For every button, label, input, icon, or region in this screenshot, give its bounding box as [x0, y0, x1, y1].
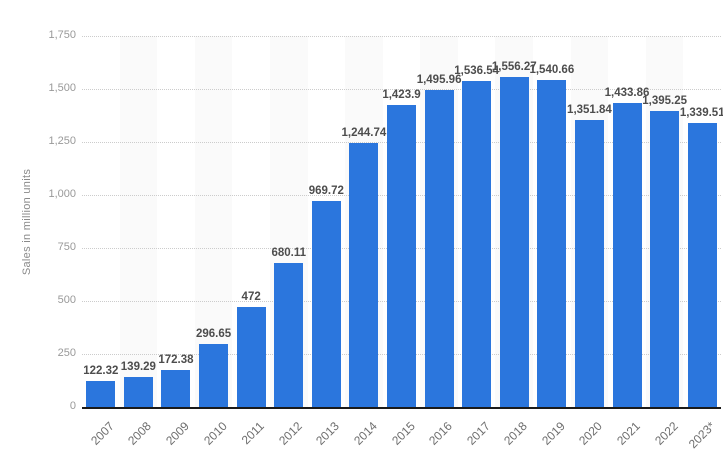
- x-axis-label: 2021: [614, 419, 643, 448]
- gridline: [82, 36, 721, 37]
- x-axis-label: 2020: [576, 419, 606, 448]
- bar-2017[interactable]: [462, 81, 492, 407]
- bar-value-label: 1,395.25: [642, 95, 687, 108]
- x-axis-label: 2019: [538, 419, 568, 448]
- bar-2010[interactable]: [199, 344, 229, 407]
- gridline: [82, 89, 721, 90]
- x-axis-label: 2012: [275, 419, 305, 448]
- bar-value-label: 1,433.86: [604, 87, 650, 100]
- x-axis-label: 2016: [426, 419, 455, 448]
- bar-value-label: 969.72: [308, 185, 344, 198]
- y-axis-tick-label: 1,250: [48, 135, 76, 147]
- bar-2013[interactable]: [311, 201, 341, 407]
- x-axis-label: 2014: [351, 419, 380, 448]
- y-axis-tick-label: 250: [57, 347, 76, 359]
- bar-2008[interactable]: [123, 377, 153, 407]
- bar-value-label: 122.32: [83, 365, 119, 378]
- x-axis-label: 2022: [651, 419, 681, 448]
- bar-2022[interactable]: [650, 111, 680, 407]
- y-axis-tick-label: 1,750: [48, 29, 76, 41]
- bar-value-label: 296.65: [195, 328, 232, 341]
- bar-value-label: 172.38: [158, 354, 194, 367]
- x-axis-label: 2018: [501, 419, 531, 448]
- bar-value-label: 1,339.51: [679, 107, 723, 120]
- bar-2021[interactable]: [612, 103, 642, 407]
- y-axis-tick-label: 1,500: [48, 82, 76, 94]
- y-axis-tick-label: 750: [57, 241, 76, 253]
- bar-2018[interactable]: [499, 77, 529, 407]
- bar-2016[interactable]: [424, 89, 454, 407]
- y-axis-title: Sales in million units: [21, 168, 33, 276]
- column-stripe: [119, 36, 158, 407]
- y-axis-tick-label: 0: [69, 400, 76, 412]
- bar-value-label: 1,423.9: [382, 89, 421, 102]
- bar-value-label: 1,244.74: [341, 127, 387, 140]
- x-axis-line: [82, 407, 721, 409]
- bar-value-label: 1,556.27: [491, 61, 537, 74]
- x-axis-label: 2023*: [686, 419, 719, 452]
- bar-2012[interactable]: [274, 262, 304, 407]
- bar-2019[interactable]: [537, 80, 567, 407]
- bar-value-label: 1,351.84: [567, 104, 612, 117]
- bar-2014[interactable]: [349, 143, 379, 407]
- bar-2020[interactable]: [574, 120, 604, 407]
- bar-2011[interactable]: [236, 306, 266, 407]
- bar-value-label: 1,536.54: [454, 65, 500, 78]
- y-axis-tick-label: 1,000: [48, 188, 76, 200]
- bar-2015[interactable]: [387, 105, 416, 407]
- x-axis-label: 2013: [313, 419, 343, 448]
- bar-2009[interactable]: [161, 370, 191, 407]
- x-axis-label: 2009: [163, 419, 192, 448]
- x-axis-label: 2015: [388, 419, 418, 448]
- bar-value-label: 1,495.96: [416, 73, 462, 86]
- bar-2023*[interactable]: [687, 123, 717, 407]
- bar-2007[interactable]: [86, 381, 116, 407]
- x-axis-label: 2011: [238, 419, 268, 448]
- bar-value-label: 680.11: [271, 246, 307, 259]
- plot-area: [82, 36, 721, 407]
- bar-value-label: 1,540.66: [529, 64, 575, 77]
- x-axis-label: 2008: [125, 419, 155, 448]
- bar-value-label: 139.29: [120, 361, 156, 374]
- bar-value-label: 472: [241, 290, 261, 303]
- x-axis-label: 2007: [87, 419, 117, 448]
- x-axis-label: 2010: [200, 419, 230, 448]
- y-axis-tick-label: 500: [57, 294, 76, 306]
- x-axis-label: 2017: [463, 419, 493, 448]
